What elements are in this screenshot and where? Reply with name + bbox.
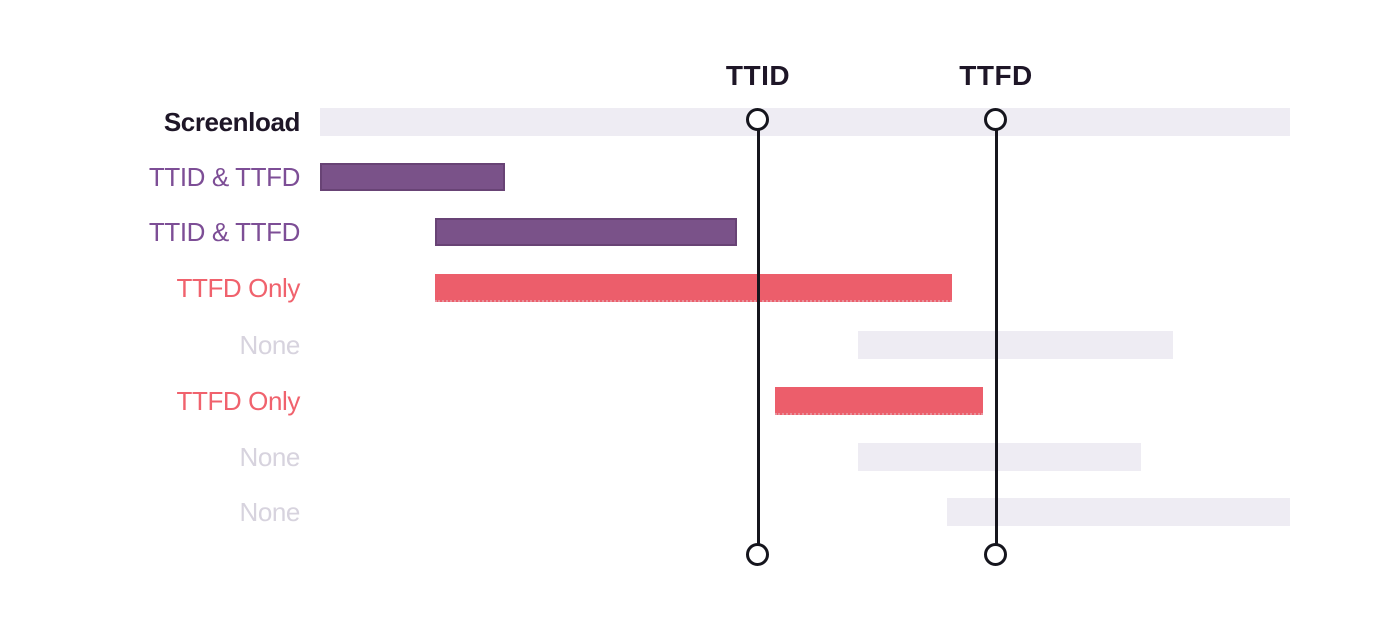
- span-bar-none-1: [858, 331, 1173, 359]
- row-label-screenload: Screenload: [163, 107, 301, 137]
- marker-dot-ttid-top: [746, 108, 769, 131]
- marker-dot-ttid-bottom: [746, 543, 769, 566]
- row-label-none-2: None: [239, 442, 300, 472]
- marker-line-ttid: [756, 120, 760, 555]
- marker-dot-ttfd-top: [984, 108, 1007, 131]
- span-bar-ttid-ttfd-1: [320, 163, 505, 191]
- row-label-ttfd-only-2: TTFD Only: [176, 386, 300, 416]
- row-label-ttid-ttfd-2: TTID & TTFD: [148, 217, 301, 247]
- span-bar-none-3: [947, 498, 1290, 526]
- row-label-ttfd-only-1: TTFD Only: [176, 273, 300, 303]
- marker-line-ttfd: [994, 120, 998, 555]
- marker-label-ttid: TTID: [725, 60, 791, 91]
- span-bar-screenload: [320, 108, 1290, 136]
- row-label-none-1: None: [239, 330, 300, 360]
- span-bar-ttfd-only-2: [775, 387, 983, 415]
- row-label-none-3: None: [239, 497, 300, 527]
- span-bar-none-2: [858, 443, 1141, 471]
- span-bar-ttfd-only-1: [435, 274, 952, 302]
- marker-dot-ttfd-bottom: [984, 543, 1007, 566]
- row-label-ttid-ttfd-1: TTID & TTFD: [148, 162, 301, 192]
- marker-label-ttfd: TTFD: [959, 60, 1033, 91]
- span-bar-ttid-ttfd-2: [435, 218, 737, 246]
